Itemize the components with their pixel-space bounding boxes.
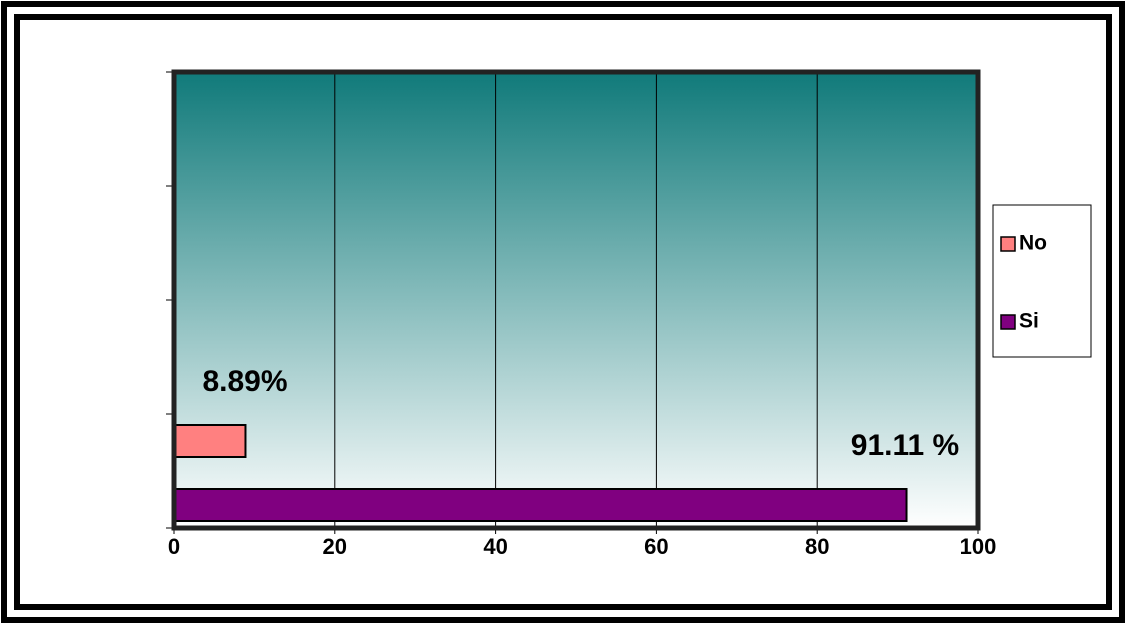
- legend: [992, 204, 1092, 358]
- legend-swatch: [1000, 314, 1016, 330]
- plot-border: [171, 69, 981, 531]
- x-tick-label: 100: [960, 534, 997, 559]
- legend-swatch: [1000, 236, 1016, 252]
- x-tick-label: 20: [323, 534, 347, 559]
- plot: [166, 71, 979, 534]
- x-tick-label: 80: [805, 534, 829, 559]
- x-tick-label: 60: [644, 534, 668, 559]
- legend-label: Si: [1019, 310, 1039, 333]
- x-tick-label: 40: [483, 534, 507, 559]
- inner-frame: [14, 14, 1112, 610]
- bar: [173, 488, 908, 522]
- legend-label: No: [1019, 232, 1047, 255]
- plot-area: [174, 72, 978, 528]
- bar: [173, 424, 247, 458]
- data-label: 8.89%: [202, 365, 287, 398]
- data-label: 91.11 %: [851, 429, 959, 462]
- x-tick-label: 0: [168, 534, 180, 559]
